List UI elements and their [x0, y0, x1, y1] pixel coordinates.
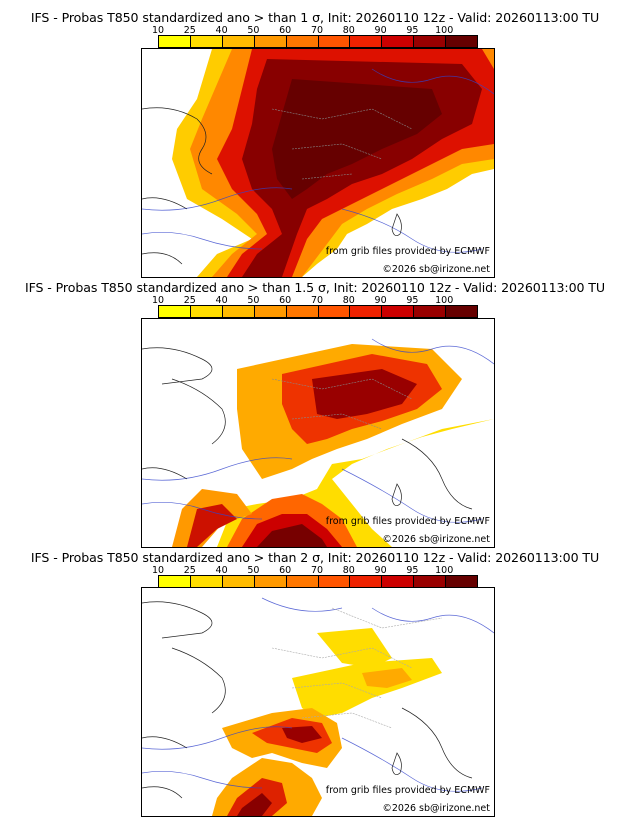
legend-swatch: [350, 576, 383, 587]
legend-tick-label: 70: [310, 295, 324, 306]
map-graphic: [142, 49, 494, 277]
legend-tick-label: 40: [215, 295, 228, 306]
legend-tick-label: 90: [374, 25, 387, 36]
legend-tick-label: 90: [374, 565, 387, 576]
legend-swatch: [222, 36, 255, 47]
legend-swatch: [190, 36, 223, 47]
probability-map: from grib files provided by ECMWF ©2026 …: [141, 48, 495, 278]
legend-swatch: [286, 306, 319, 317]
legend-swatch: [446, 36, 478, 47]
legend-tick-label: 50: [247, 295, 260, 306]
legend-tick-label: 80: [342, 25, 355, 36]
legend-labels: 10 25 40 50 60 70 80 90 95 100: [152, 565, 476, 577]
legend-tick-label: 40: [215, 565, 228, 576]
map-graphic: [142, 597, 494, 816]
legend-swatch: [286, 36, 319, 47]
map-panel-1: IFS - Probas T850 standardized ano > tha…: [0, 0, 630, 278]
legend-tick-label: 95: [406, 25, 419, 36]
legend-swatch: [318, 36, 351, 47]
legend-swatch: [414, 306, 447, 317]
panel-title: IFS - Probas T850 standardized ano > tha…: [30, 550, 600, 565]
legend-swatch: [254, 576, 287, 587]
legend-tick-label: 50: [247, 565, 260, 576]
legend-swatch: [254, 36, 287, 47]
source-credit: from grib files provided by ECMWF: [325, 785, 490, 796]
panel-title: IFS - Probas T850 standardized ano > tha…: [30, 10, 600, 25]
legend-tick-label: 100: [435, 565, 454, 576]
copyright-credit: ©2026 sb@irizone.net: [382, 264, 490, 275]
legend-swatch: [222, 576, 255, 587]
legend-swatch: [382, 576, 415, 587]
probability-map: from grib files provided by ECMWF ©2026 …: [141, 587, 495, 817]
legend-swatch: [414, 576, 447, 587]
legend-tick-label: 10: [151, 565, 165, 576]
legend-swatch: [318, 576, 351, 587]
legend-swatch: [190, 576, 223, 587]
legend-tick-label: 60: [279, 295, 292, 306]
panel-title: IFS - Probas T850 standardized ano > tha…: [24, 280, 606, 295]
legend-swatch: [190, 306, 223, 317]
legend-swatch: [222, 306, 255, 317]
legend-labels: 10 25 40 50 60 70 80 90 95 100: [152, 25, 476, 37]
legend-swatch: [382, 306, 415, 317]
legend-swatch: [350, 36, 383, 47]
legend-tick-label: 10: [151, 295, 165, 306]
source-credit: from grib files provided by ECMWF: [325, 246, 490, 257]
legend-tick-label: 80: [342, 295, 355, 306]
source-credit: from grib files provided by ECMWF: [325, 516, 490, 527]
legend-tick-label: 50: [247, 25, 260, 36]
legend-swatch: [254, 306, 287, 317]
legend-tick-label: 70: [310, 25, 324, 36]
legend-tick-label: 70: [310, 565, 324, 576]
color-legend: [158, 575, 478, 588]
copyright-credit: ©2026 sb@irizone.net: [382, 534, 490, 545]
legend-swatch: [159, 576, 191, 587]
legend-swatch: [318, 306, 351, 317]
legend-tick-label: 25: [183, 565, 196, 576]
legend-tick-label: 10: [151, 25, 165, 36]
legend-tick-label: 60: [279, 565, 292, 576]
legend-tick-label: 90: [374, 295, 387, 306]
legend-swatch: [159, 306, 191, 317]
legend-tick-label: 95: [406, 295, 419, 306]
map-panel-3: IFS - Probas T850 standardized ano > tha…: [0, 548, 630, 828]
legend-tick-label: 60: [279, 25, 292, 36]
legend-swatch: [159, 36, 191, 47]
legend-tick-label: 100: [435, 25, 454, 36]
map-graphic: [142, 329, 494, 547]
legend-tick-label: 80: [342, 565, 355, 576]
legend-tick-label: 25: [183, 25, 196, 36]
legend-swatch: [446, 576, 478, 587]
legend-labels: 10 25 40 50 60 70 80 90 95 100: [152, 295, 476, 307]
legend-swatch: [414, 36, 447, 47]
color-legend: [158, 35, 478, 48]
legend-swatch: [286, 576, 319, 587]
legend-tick-label: 25: [183, 295, 196, 306]
map-panel-2: IFS - Probas T850 standardized ano > tha…: [0, 278, 630, 548]
legend-tick-label: 40: [215, 25, 228, 36]
legend-swatch: [446, 306, 478, 317]
legend-tick-label: 95: [406, 565, 419, 576]
color-legend: [158, 305, 478, 318]
copyright-credit: ©2026 sb@irizone.net: [382, 803, 490, 814]
legend-swatch: [350, 306, 383, 317]
legend-tick-label: 100: [435, 295, 454, 306]
legend-swatch: [382, 36, 415, 47]
probability-map: from grib files provided by ECMWF ©2026 …: [141, 318, 495, 548]
